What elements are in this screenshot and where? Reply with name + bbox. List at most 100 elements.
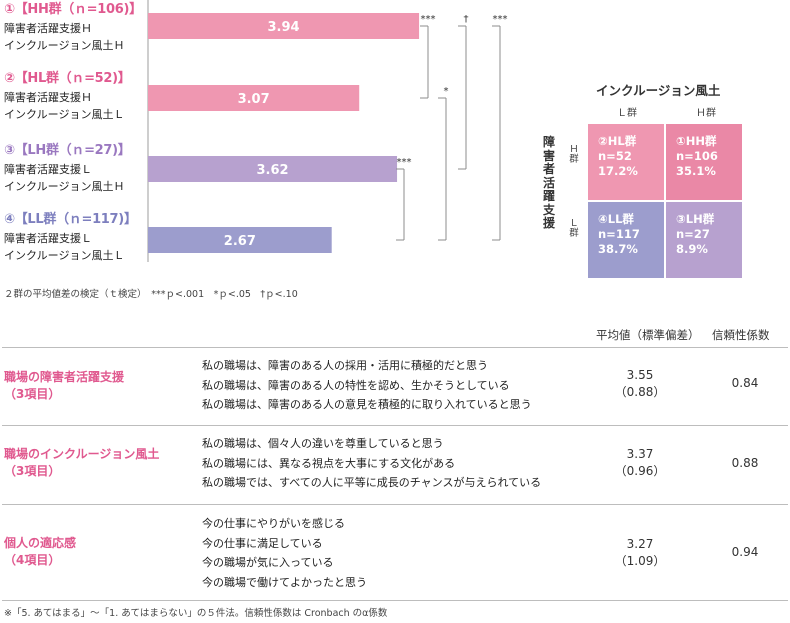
table-row-adaptation-mean: 3.27 （1.09）	[600, 536, 680, 570]
bar-value-label: 3.07	[238, 92, 270, 107]
table-row-support-cat2: （3項目）	[4, 387, 61, 401]
bar-value-label: 3.62	[256, 163, 288, 178]
significance-mark: ***	[493, 14, 508, 25]
table-header-mean: 平均値（標準偏差）	[596, 328, 700, 342]
table-row-inclusion-mean-value: 3.37	[626, 447, 654, 461]
table-row-support-category: 職場の障害者活躍支援 （3項目）	[4, 369, 124, 403]
matrix-cell-lh-n: n=27	[676, 227, 710, 241]
group-ll-title: ④【LL群（ｎ=117)】	[4, 212, 137, 227]
table-row-support-mean-value: 3.55	[626, 368, 654, 382]
table-row-inclusion-cat1: 職場のインクルージョン風土	[4, 447, 160, 461]
table-row-adaptation-category: 個人の適応感 （4項目）	[4, 535, 76, 569]
table-row-inclusion-rel: 0.88	[731, 456, 759, 470]
bar-value-label: 3.94	[267, 20, 299, 35]
group-lh-line1: 障害者活躍支援Ｌ	[4, 163, 92, 176]
matrix-cell-lh-label: ③LH群	[676, 212, 715, 226]
matrix-cell-hl-n: n=52	[598, 149, 632, 163]
bar-value-label: 2.67	[224, 234, 256, 249]
matrix-row-axis-glyph: 者	[542, 162, 555, 176]
table-row-inclusion-sd-value: （0.96）	[614, 464, 666, 478]
group-hl-label: ②【HL群（ｎ=52)】 障害者活躍支援Ｈ インクルージョン風土Ｌ	[4, 69, 131, 123]
table-header-rel: 信頼性係数	[712, 328, 770, 342]
matrix-cell-hh-pct: 35.1%	[676, 164, 716, 178]
bar	[148, 13, 420, 39]
table-item: 私の職場では、すべての人に平等に成長のチャンスが与えられている	[202, 476, 542, 489]
table-row-support-rel: 0.84	[731, 376, 759, 390]
table-row-support-mean: 3.55 （0.88）	[600, 367, 680, 401]
matrix-row-axis-glyph: 障	[542, 135, 555, 149]
table-row-support-cat1: 職場の障害者活躍支援	[4, 370, 125, 384]
matrix-grid: ②HL群 n=52 17.2% ①HH群 n=106 35.1% ④LL群 n=…	[588, 124, 742, 278]
bar	[148, 85, 360, 111]
matrix-title: インクルージョン風土	[596, 83, 721, 98]
table-row-inclusion-category: 職場のインクルージョン風土 （3項目）	[4, 446, 159, 480]
table-item: 今の職場が気に入っている	[202, 556, 334, 569]
matrix-cell-ll-label: ④LL群	[598, 212, 634, 226]
significance-mark: ***	[397, 157, 412, 168]
matrix-cell-ll-pct: 38.7%	[598, 242, 638, 256]
group-hh-label: ①【HH群（ｎ=106)】 障害者活躍支援Ｈ インクルージョン風土Ｈ	[4, 0, 142, 54]
group-lh-label: ③【LH群（ｎ=27)】 障害者活躍支援Ｌ インクルージョン風土Ｈ	[4, 141, 131, 195]
matrix-cell-hh-n: n=106	[676, 149, 718, 163]
group-ll-line2: インクルージョン風土Ｌ	[4, 249, 125, 262]
matrix-cell-hh: ①HH群 n=106 35.1%	[666, 124, 742, 200]
table-row-inclusion-items: 私の職場は、個々人の違いを尊重していると思う 私の職場には、異なる視点を大事にす…	[202, 434, 541, 493]
table-divider	[2, 347, 788, 348]
table-row-support-items: 私の職場は、障害のある人の採用・活用に積極的だと思う 私の職場は、障害のある人の…	[202, 356, 532, 415]
table-item: 今の職場で働けてよかったと思う	[202, 575, 367, 589]
group-hh-title: ①【HH群（ｎ=106)】	[4, 2, 142, 17]
bar	[148, 156, 398, 182]
table-row-adaptation-items: 今の仕事にやりがいを感じる 今の仕事に満足している 今の職場が気に入っている 今…	[202, 514, 367, 592]
bar	[148, 227, 332, 253]
table-item: 私の職場は、障害のある人の採用・活用に積極的だと思う	[202, 359, 488, 372]
matrix-cell-ll-n: n=117	[598, 227, 640, 241]
matrix-cell-hh-label: ①HH群	[676, 134, 717, 148]
matrix-row-axis-glyph: 支	[542, 202, 555, 217]
table-item: 私の職場は、個々人の違いを尊重していると思う	[202, 437, 444, 450]
group-hl-title: ②【HL群（ｎ=52)】	[4, 71, 131, 86]
table-divider	[2, 425, 788, 426]
group-hh-line2: インクルージョン風土Ｈ	[4, 39, 125, 52]
table-row-inclusion-mean: 3.37 （0.96）	[600, 446, 680, 480]
group-ll-label: ④【LL群（ｎ=117)】 障害者活躍支援Ｌ インクルージョン風土Ｌ	[4, 210, 137, 264]
matrix-cell-hl: ②HL群 n=52 17.2%	[588, 124, 664, 200]
table-row-adaptation-sd-value: （1.09）	[614, 554, 666, 568]
chart-footnote: ２群の平均値差の検定（ｔ検定） ***ｐ<.001 *ｐ<.05 †ｐ<.10	[4, 289, 298, 300]
matrix-cell-hl-pct: 17.2%	[598, 164, 638, 178]
table-row-adaptation-cat2: （4項目）	[4, 553, 61, 567]
bar-chart: 3.943.073.622.67 *******† ***	[147, 0, 508, 262]
table-divider	[2, 600, 788, 601]
group-lh-line2: インクルージョン風土Ｈ	[4, 180, 125, 193]
matrix-row-axis-glyph: 活	[542, 175, 555, 190]
table-item: 今の仕事に満足している	[202, 536, 323, 550]
significance-mark: *	[444, 86, 449, 97]
table-item: 今の仕事にやりがいを感じる	[202, 517, 345, 530]
table-footnote: ※「5. あてはまる」～「1. あてはまらない」の５件法。信頼性係数は Cron…	[4, 608, 388, 619]
significance-mark: ***	[421, 14, 436, 25]
table-item: 私の職場には、異なる視点を大事にする文化がある	[202, 456, 456, 470]
matrix-col-label-h: Ｈ群	[696, 108, 716, 119]
group-hl-line2: インクルージョン風土Ｌ	[4, 108, 125, 121]
group-ll-line1: 障害者活躍支援Ｌ	[4, 232, 92, 245]
matrix-cell-lh-pct: 8.9%	[676, 242, 708, 256]
table-item: 私の職場は、障害のある人の意見を積極的に取り入れていると思う	[202, 398, 532, 411]
group-lh-title: ③【LH群（ｎ=27)】	[4, 143, 131, 158]
matrix-row-axis-glyph: 害	[542, 148, 555, 163]
matrix-row-axis-label: 障害者活躍支援	[540, 135, 558, 231]
table-row-support-sd-value: （0.88）	[614, 385, 666, 399]
matrix-row-axis-glyph: 援	[542, 216, 555, 230]
table-row-adaptation-cat1: 個人の適応感	[4, 536, 77, 550]
matrix-cell-lh: ③LH群 n=27 8.9%	[666, 202, 742, 278]
group-hh-line1: 障害者活躍支援Ｈ	[4, 22, 92, 35]
matrix-row-axis-glyph: 躍	[542, 189, 555, 203]
table-row-adaptation-mean-value: 3.27	[626, 537, 654, 551]
table-row-inclusion-cat2: （3項目）	[4, 464, 61, 478]
table-item: 私の職場は、障害のある人の特性を認め、生かそうとしている	[202, 378, 510, 392]
matrix-cell-ll: ④LL群 n=117 38.7%	[588, 202, 664, 278]
table-divider	[2, 504, 788, 505]
group-hl-line1: 障害者活躍支援Ｈ	[4, 91, 92, 104]
significance-mark: †	[464, 14, 469, 25]
matrix-cell-hl-label: ②HL群	[598, 134, 637, 148]
matrix-row-label-h: Ｈ群	[567, 144, 578, 163]
table-row-adaptation-rel: 0.94	[731, 545, 759, 559]
